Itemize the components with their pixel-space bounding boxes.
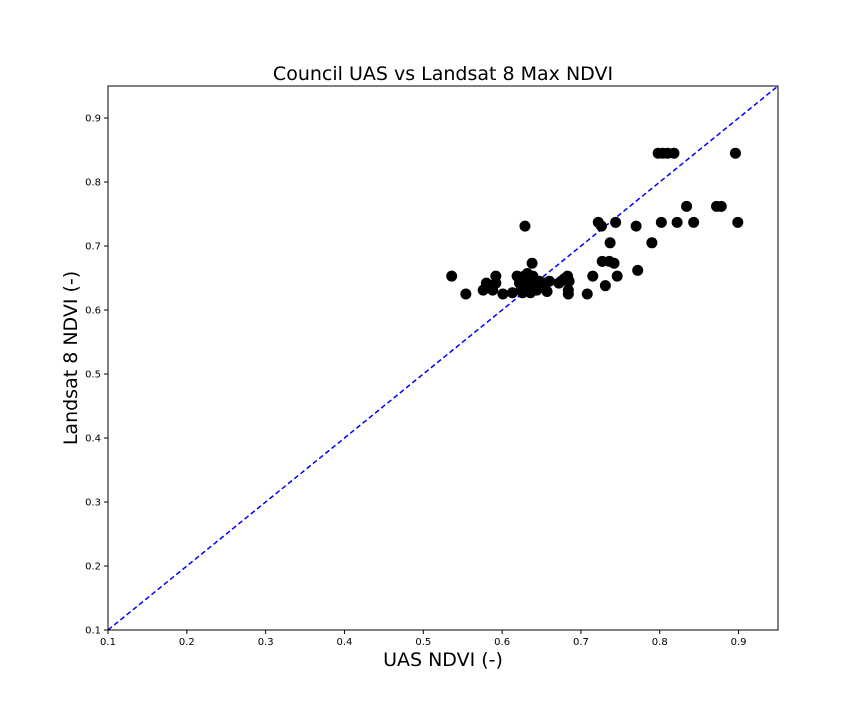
- data-point: [732, 216, 744, 228]
- data-point: [446, 270, 458, 282]
- y-tick-label: 0.5: [85, 370, 101, 381]
- data-point: [646, 237, 658, 249]
- plot-area: [107, 85, 779, 631]
- y-axis-label: Landsat 8 NDVI (-): [60, 271, 82, 445]
- data-point: [632, 264, 644, 276]
- data-point: [460, 288, 472, 300]
- x-tick-label: 0.5: [415, 637, 431, 648]
- data-point: [671, 216, 683, 228]
- data-point: [506, 287, 518, 299]
- y-axis-ticks: 0.1 0.2 0.3 0.4 0.5 0.6 0.7 0.8 0.9: [85, 114, 108, 637]
- data-point: [595, 220, 607, 232]
- x-tick-label: 0.2: [179, 637, 195, 648]
- data-point: [715, 200, 727, 212]
- x-tick-label: 0.3: [258, 637, 274, 648]
- x-axis-ticks: 0.1 0.2 0.3 0.4 0.5 0.6 0.7 0.8 0.9: [100, 630, 747, 648]
- data-point: [608, 257, 620, 269]
- data-point: [611, 270, 623, 282]
- y-tick-label: 0.6: [85, 306, 101, 317]
- chart-title: Council UAS vs Landsat 8 Max NDVI: [273, 63, 613, 85]
- x-axis-label: UAS NDVI (-): [383, 649, 503, 671]
- data-point: [604, 237, 616, 249]
- one-to-one-line: [107, 85, 779, 631]
- x-tick-label: 0.7: [573, 637, 589, 648]
- data-markers: [446, 147, 744, 300]
- x-tick-label: 0.9: [731, 637, 747, 648]
- data-point: [668, 147, 680, 159]
- y-tick-label: 0.4: [85, 434, 101, 445]
- y-tick-label: 0.7: [85, 242, 101, 253]
- data-point: [497, 288, 509, 300]
- data-point: [519, 220, 531, 232]
- data-point: [655, 216, 667, 228]
- y-tick-label: 0.9: [85, 114, 101, 125]
- data-point: [562, 288, 574, 300]
- data-point: [526, 257, 538, 269]
- x-tick-label: 0.6: [494, 637, 510, 648]
- data-point: [599, 280, 611, 292]
- data-point: [610, 216, 622, 228]
- data-point: [587, 270, 599, 282]
- data-point: [688, 216, 700, 228]
- data-point: [681, 200, 693, 212]
- data-point: [543, 275, 555, 287]
- plot-frame: [107, 85, 779, 631]
- data-point: [563, 275, 575, 287]
- y-tick-label: 0.3: [85, 498, 101, 509]
- data-point: [541, 285, 553, 297]
- y-tick-label: 0.2: [85, 562, 101, 573]
- data-point: [581, 288, 593, 300]
- data-point: [729, 147, 741, 159]
- y-tick-label: 0.8: [85, 178, 101, 189]
- data-point: [490, 277, 502, 289]
- x-tick-label: 0.1: [100, 637, 116, 648]
- data-point: [630, 220, 642, 232]
- y-tick-label: 0.1: [85, 626, 101, 637]
- x-tick-label: 0.4: [337, 637, 353, 648]
- x-tick-label: 0.8: [652, 637, 668, 648]
